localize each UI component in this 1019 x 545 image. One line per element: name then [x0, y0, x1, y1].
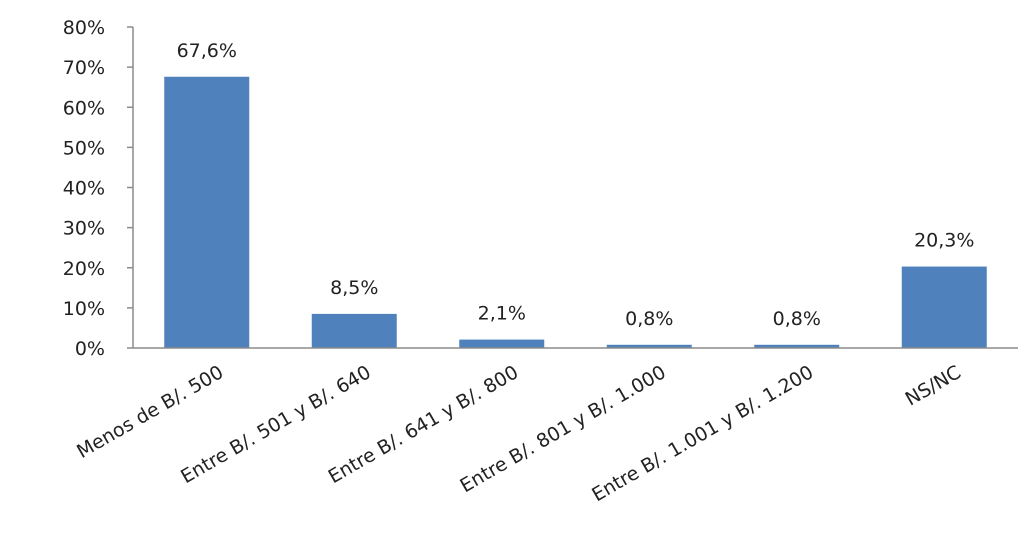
- y-tick-label: 10%: [63, 298, 105, 320]
- bar: [311, 313, 397, 348]
- bar: [459, 339, 545, 348]
- y-tick-label: 30%: [63, 218, 105, 240]
- bar: [754, 344, 840, 348]
- data-label: 2,1%: [478, 303, 526, 325]
- bar: [164, 76, 250, 348]
- data-labels: 67,6% 8,5% 2,1% 0,8% 0,8% 20,3%: [177, 40, 975, 330]
- bar: [901, 266, 987, 348]
- bars: [164, 76, 987, 348]
- data-label: 0,8%: [773, 308, 821, 330]
- y-tick-label: 80%: [63, 17, 105, 39]
- y-tick-label: 20%: [63, 258, 105, 280]
- x-tick-label: NS/NC: [902, 361, 965, 410]
- y-tick-label: 60%: [63, 97, 105, 119]
- data-label: 67,6%: [177, 40, 237, 62]
- bar: [606, 344, 692, 348]
- data-label: 8,5%: [330, 277, 378, 299]
- y-tick-label: 0%: [75, 338, 105, 360]
- data-label: 20,3%: [914, 230, 974, 252]
- y-tick-label: 50%: [63, 137, 105, 159]
- y-tick-label: 40%: [63, 178, 105, 200]
- y-axis: 0% 10% 20% 30% 40% 50% 60% 70% 80%: [63, 17, 134, 360]
- x-tick-label: Menos de B/. 500: [73, 361, 227, 463]
- data-label: 0,8%: [625, 308, 673, 330]
- y-tick-label: 70%: [63, 57, 105, 79]
